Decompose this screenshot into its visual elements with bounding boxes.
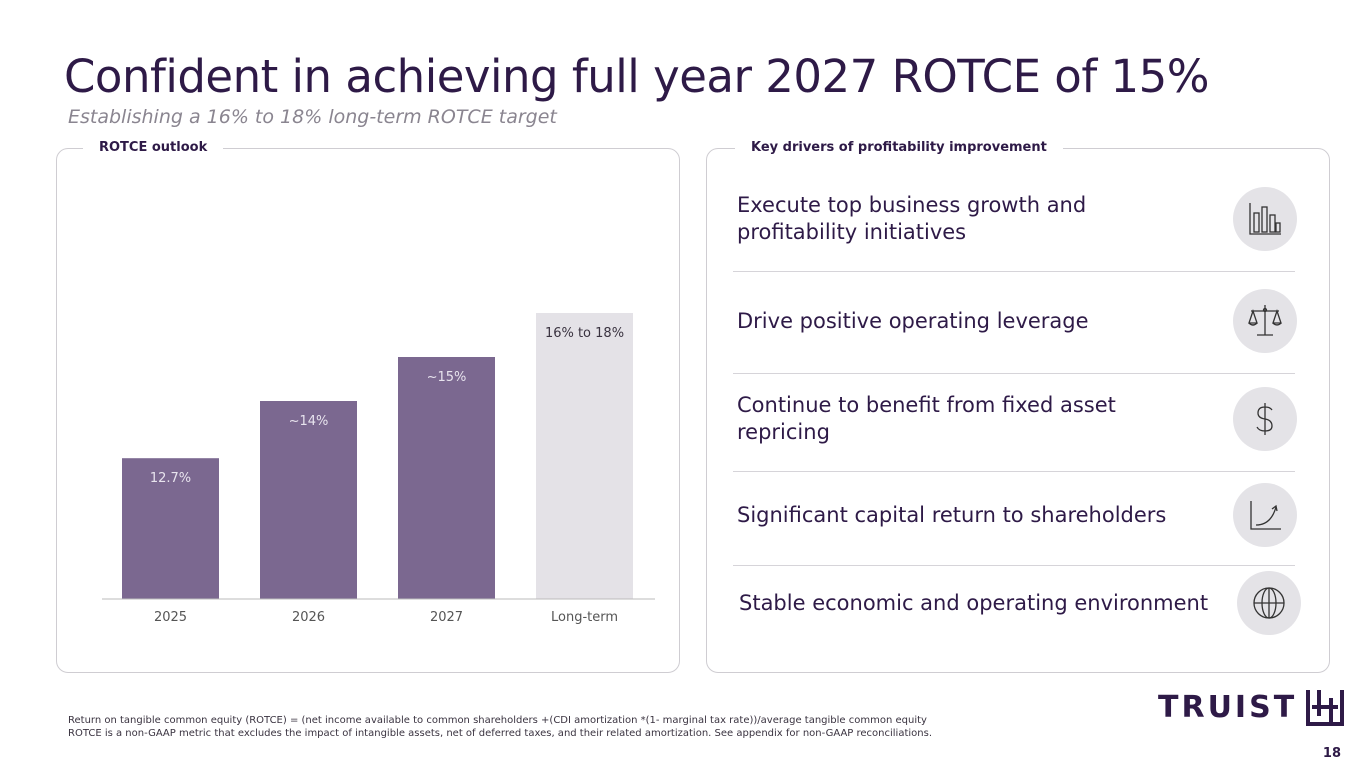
- truist-mark-icon: [1306, 690, 1345, 726]
- driver-item: Drive positive operating leverage: [737, 289, 1297, 353]
- driver-text: Significant capital return to shareholde…: [737, 502, 1167, 527]
- x-tick-label: Long-term: [551, 610, 618, 625]
- panel-label: Key drivers of profitability improvement: [735, 140, 1063, 155]
- rotce-bar-chart: 12.7% 2025 ~14% 2026 ~15% 2027 16% to 18% Long-…: [102, 313, 655, 625]
- page-subtitle: Establishing a 16% to 18% long-term ROTC…: [68, 106, 557, 128]
- page-number: 18: [1322, 746, 1341, 761]
- data-label: 12.7%: [150, 471, 191, 486]
- driver-item: Significant capital return to shareholde…: [737, 483, 1297, 547]
- footnote: Return on tangible common equity (ROTCE)…: [68, 714, 932, 740]
- divider: [733, 471, 1295, 472]
- data-label: 16% to 18%: [545, 326, 624, 341]
- driver-text: Stable economic and operating environmen…: [739, 590, 1209, 615]
- bar-long-term: [536, 313, 633, 599]
- driver-text: Continue to benefit from fixed asset rep…: [737, 393, 1116, 444]
- data-label: ~15%: [427, 370, 467, 385]
- driver-text: Drive positive operating leverage: [737, 308, 1089, 333]
- driver-item: Continue to benefit from fixed asset rep…: [737, 387, 1297, 451]
- key-drivers-panel: Key drivers of profitability improvement…: [706, 140, 1330, 673]
- truist-logo: TRUIST: [1158, 688, 1345, 726]
- logo-text: TRUIST: [1158, 689, 1298, 725]
- driver-item: Execute top business growth and profitab…: [737, 187, 1297, 251]
- x-tick-label: 2026: [292, 610, 325, 625]
- x-tick-label: 2027: [430, 610, 463, 625]
- bar-2026: [260, 401, 357, 599]
- bar-2027: [398, 357, 495, 599]
- data-label: ~14%: [289, 414, 329, 429]
- driver-text: Execute top business growth and profitab…: [737, 193, 1087, 244]
- x-tick-label: 2025: [154, 610, 187, 625]
- driver-item: Stable economic and operating environmen…: [737, 571, 1301, 635]
- globe-icon: [1237, 571, 1301, 635]
- divider: [733, 271, 1295, 272]
- page-title: Confident in achieving full year 2027 RO…: [64, 50, 1210, 103]
- rotce-outlook-panel: ROTCE outlook 12.7% 2025 ~14% 2026 ~15% 2027 1…: [56, 140, 680, 673]
- bar-chart-icon: [1233, 187, 1297, 251]
- dollar-icon: [1233, 387, 1297, 451]
- divider: [733, 565, 1295, 566]
- scale-icon: [1233, 289, 1297, 353]
- growth-curve-icon: [1233, 483, 1297, 547]
- footnote-line: ROTCE is a non-GAAP metric that excludes…: [68, 728, 933, 739]
- panel-label: ROTCE outlook: [83, 140, 224, 155]
- divider: [733, 373, 1295, 374]
- bar-2025: [122, 458, 219, 599]
- footnote-line: Return on tangible common equity (ROTCE)…: [68, 715, 927, 726]
